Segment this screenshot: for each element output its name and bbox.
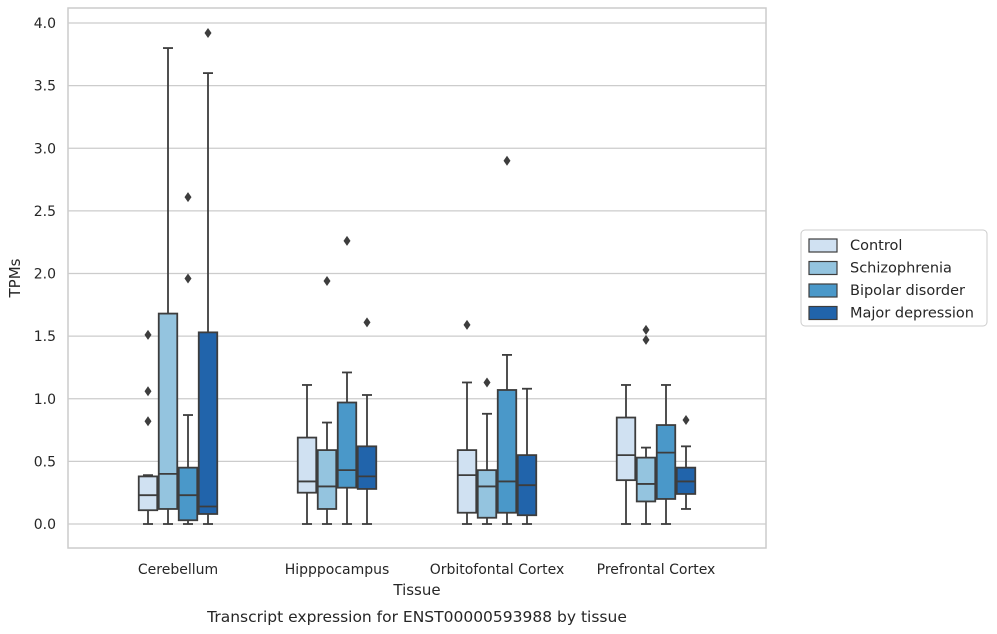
outlier-marker <box>483 377 491 388</box>
box-iqr <box>157 312 179 510</box>
box-iqr <box>177 466 199 522</box>
legend-frame <box>800 229 988 327</box>
y-tick-label: 1.0 <box>34 392 56 408</box>
outlier-marker <box>184 273 192 284</box>
y-tick-label: 3.0 <box>34 141 56 157</box>
outlier-marker <box>343 235 351 246</box>
x-tick-label: Cerebellum <box>138 562 218 578</box>
outlier-marker <box>682 415 690 426</box>
x-tick-label: Prefrontal Cortex <box>597 562 716 578</box>
y-tick-labels: 0.0 0.5 1.0 1.5 2.0 2.5 3.0 3.5 4.0 <box>34 16 56 533</box>
box-iqr <box>137 475 159 512</box>
y-tick-label: 1.5 <box>34 329 56 345</box>
x-tick-labels: Cerebellum Hipppocampus Orbitofontal Corte… <box>138 562 715 578</box>
y-tick-label: 2.5 <box>34 204 56 220</box>
box-iqr <box>496 389 518 514</box>
y-axis-title: TPMs <box>6 258 24 298</box>
y-tick-label: 3.5 <box>34 79 56 95</box>
y-tick-label: 2.0 <box>34 267 56 283</box>
box-bipolar-disorder <box>496 155 518 525</box>
y-tick-label: 0.0 <box>34 517 56 533</box>
legend-swatch <box>808 238 838 253</box>
legend-label: Bipolar disorder <box>850 283 965 299</box>
legend-swatch <box>808 283 838 298</box>
box-iqr <box>356 445 378 490</box>
x-tick-label: Orbitofontal Cortex <box>430 562 565 578</box>
box-bipolar-disorder <box>655 384 677 525</box>
box-control <box>137 329 159 525</box>
box-iqr <box>476 469 498 519</box>
legend-label: Major depression <box>850 306 974 322</box>
box-iqr <box>635 456 657 503</box>
box-iqr <box>336 401 358 489</box>
legend-label: Schizophrenia <box>850 261 952 277</box>
box-control <box>296 384 318 525</box>
box-bipolar-disorder <box>177 192 199 525</box>
outlier-marker <box>503 155 511 166</box>
box-major-depression <box>356 317 378 525</box>
box-iqr <box>655 424 677 500</box>
outlier-marker <box>642 334 650 345</box>
box-schizophrenia <box>635 324 657 525</box>
outlier-marker <box>642 324 650 335</box>
box-major-depression <box>516 387 538 525</box>
outlier-marker <box>184 192 192 203</box>
outlier-marker <box>144 416 152 427</box>
outlier-marker <box>144 329 152 340</box>
x-tick-label: Hipppocampus <box>285 562 390 578</box>
box-iqr <box>615 416 637 482</box>
chart-caption: Transcript expression for ENST0000059398… <box>206 608 627 626</box>
outlier-marker <box>144 386 152 397</box>
box-iqr <box>296 436 318 494</box>
plot-frame <box>67 7 767 549</box>
legend-swatch <box>808 260 838 276</box>
box-control <box>615 384 637 525</box>
box-major-depression <box>197 28 219 525</box>
x-axis-title: Tissue <box>392 581 440 599</box>
box-iqr <box>456 449 478 514</box>
box-control <box>456 319 478 525</box>
legend: Control Schizophrenia Bipolar disorder Majo… <box>800 229 988 327</box>
outlier-marker <box>323 276 331 287</box>
legend-swatch <box>808 305 838 321</box>
box-major-depression <box>675 415 697 510</box>
box-schizophrenia <box>157 47 179 525</box>
box-schizophrenia <box>476 377 498 525</box>
box-bipolar-disorder <box>336 235 358 525</box>
outlier-marker <box>463 319 471 330</box>
y-tick-label: 0.5 <box>34 454 56 470</box>
y-tick-label: 4.0 <box>34 16 56 32</box>
outlier-marker <box>204 28 212 39</box>
outlier-marker <box>363 317 371 328</box>
box-iqr <box>197 331 219 515</box>
box-series-group <box>137 28 697 525</box>
box-iqr <box>316 449 338 510</box>
box-schizophrenia <box>316 276 338 525</box>
legend-label: Control <box>850 238 902 254</box>
